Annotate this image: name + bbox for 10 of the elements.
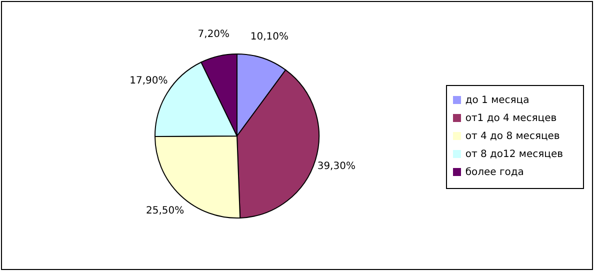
data-label: 39,30% bbox=[317, 161, 356, 172]
data-label: 17,90% bbox=[130, 76, 168, 87]
legend-label: от 4 до 8 месяцев bbox=[465, 131, 560, 142]
legend-label: более года bbox=[465, 167, 524, 178]
data-label: 7,20% bbox=[198, 29, 230, 40]
data-label: 25,50% bbox=[146, 206, 184, 217]
legend-label: до 1 месяца bbox=[465, 95, 530, 106]
legend-label: от 8 до12 месяцев bbox=[465, 149, 563, 160]
legend-label: от1 до 4 месяцев bbox=[465, 113, 557, 124]
data-label: 10,10% bbox=[250, 32, 289, 43]
